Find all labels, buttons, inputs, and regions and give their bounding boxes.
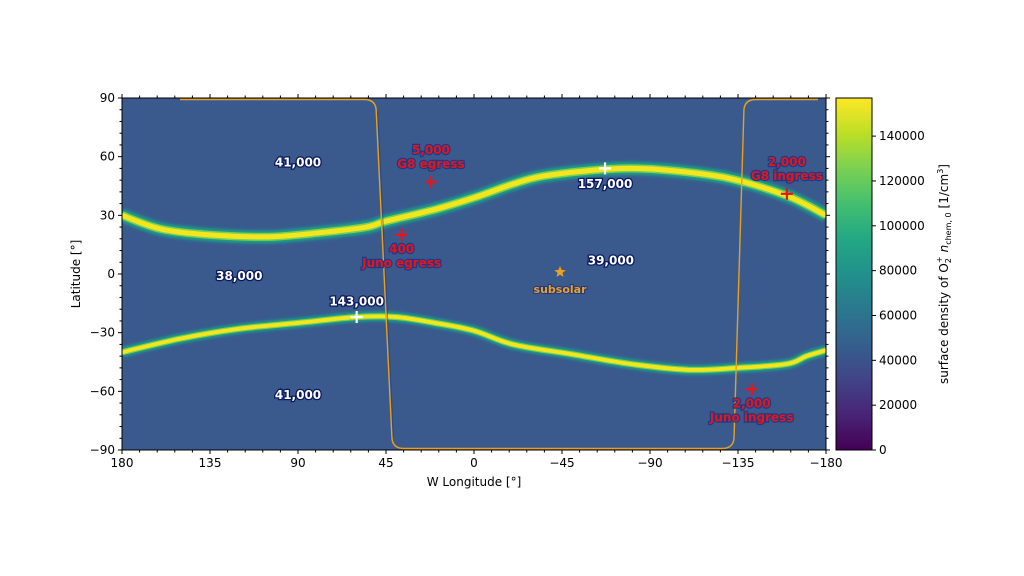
x-tick-label: 0: [470, 456, 478, 470]
annotations: 41,000 38,000 41,000 39,000 157,000 143,000 5,…: [215, 142, 824, 426]
flyby-marker-cross-icon: [780, 187, 793, 200]
colorbar-tick-label: 120000: [879, 174, 925, 188]
x-tick-label: 180: [111, 456, 134, 470]
flyby-label-g8-ingress: G8 ingress: [751, 169, 823, 183]
density-label-max-south: 143,000: [329, 294, 384, 308]
flyby-value-g8-ingress: 2,000: [768, 155, 806, 169]
flyby-marker-cross-icon: [745, 383, 758, 396]
max-marker-cross-icon: [350, 311, 363, 324]
x-tick-label: 90: [290, 456, 305, 470]
y-tick-label: 0: [107, 267, 115, 281]
x-tick-label: −90: [637, 456, 662, 470]
flyby-value-juno-ingress: 2,000: [733, 396, 771, 410]
x-tick-label: −135: [722, 456, 755, 470]
colorbar-tick-label: 100000: [879, 219, 925, 233]
max-marker-cross-icon: [599, 162, 612, 175]
heatmap-background: [122, 98, 826, 450]
flyby-marker-cross-icon: [395, 228, 408, 241]
terminator-shadow: [377, 111, 394, 437]
y-tick-label: 30: [100, 208, 115, 222]
flyby-value-g8-egress: 5,000: [412, 143, 450, 157]
y-tick-label: −90: [90, 443, 115, 457]
flyby-value-juno-egress: 400: [389, 242, 414, 256]
band-core: [122, 314, 826, 372]
y-tick-label: −30: [90, 326, 115, 340]
y-axis-ticks: 90 60 30 0 −30 −60 −90: [90, 91, 830, 457]
x-tick-label: −180: [810, 456, 843, 470]
density-label-n-pole-region: 41,000: [275, 156, 321, 170]
colorbar-tick-label: 40000: [879, 353, 917, 367]
band-core: [122, 165, 826, 240]
subsolar-label: subsolar: [534, 283, 588, 296]
colorbar-gradient: [835, 97, 873, 451]
heatmap-plot-area: 180 135 90 45 0 −45 −90 −135 −180 90 60 30 0 −30 −60 −…: [69, 91, 842, 489]
density-label-equator-west: 38,000: [216, 269, 262, 283]
y-axis-label: Latitude [°]: [69, 240, 83, 309]
density-label-s-pole-region: 41,000: [275, 388, 321, 402]
x-tick-label: −45: [549, 456, 574, 470]
y-tick-label: 60: [100, 150, 115, 164]
flyby-label-g8-egress: G8 egress: [397, 157, 464, 171]
flyby-label-juno-egress: Juno egress: [361, 256, 441, 270]
colorbar-tick-label: 60000: [879, 308, 917, 322]
y-tick-label: 90: [100, 91, 115, 105]
subsolar-star-icon: [554, 266, 566, 277]
x-tick-label: 45: [378, 456, 393, 470]
x-axis-label: W Longitude [°]: [427, 475, 522, 489]
flyby-marker-cross-icon: [424, 176, 437, 189]
colorbar-tick-label: 80000: [879, 264, 917, 278]
x-axis-ticks: 180 135 90 45 0 −45 −90 −135 −180: [111, 94, 843, 470]
density-label-equator-east: 39,000: [588, 253, 634, 267]
flyby-label-juno-ingress: Juno ingress: [709, 410, 794, 424]
terminator-lines: [180, 98, 818, 450]
x-tick-label: 135: [199, 456, 222, 470]
colorbar-tick-label: 140000: [879, 129, 925, 143]
y-tick-label: −60: [90, 384, 115, 398]
colorbar-label: surface density of O2+nchem, 0[1/cm3]: [935, 164, 953, 384]
colorbar-ticks: 0 20000 40000 60000 80000 100000 120000 140000: [872, 129, 925, 457]
colorbar: 020000400006000080000100000120000140000 …: [835, 97, 953, 457]
bright-bands: [122, 160, 826, 376]
colorbar-tick-label: 20000: [879, 398, 917, 412]
terminator-line: [180, 98, 818, 450]
density-label-max-north: 157,000: [578, 177, 633, 191]
colorbar-tick-label: 0: [879, 443, 887, 457]
